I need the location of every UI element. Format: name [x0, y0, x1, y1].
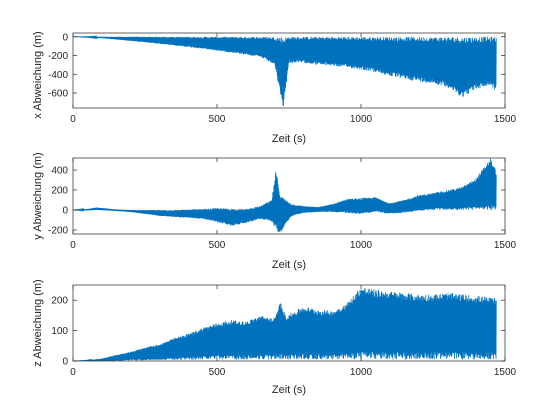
x-tick-label-x-3: 1500	[494, 114, 517, 125]
plot-area-z: 0 500 1000 1500 0 100 200	[51, 284, 517, 378]
y-tick-label-x-1: -200	[48, 51, 68, 62]
y-axis-label-2: y Abweichung (m)	[32, 152, 44, 239]
x-tick-label-x-1: 500	[209, 114, 226, 125]
x-tick-label-y-0: 0	[70, 240, 76, 251]
subplot-x-deviation: 0 500 1000 1500 0 -200 -400 -600 Zeit (s) x Abw…	[32, 31, 517, 145]
axes-box-y	[72, 157, 506, 235]
y-tick-label-y-0: 400	[51, 166, 68, 177]
x-tick-label-z-2: 1000	[350, 367, 373, 378]
y-tick-label-z-0: 0	[62, 357, 68, 368]
x-axis-label-2: Zeit (s)	[272, 259, 306, 271]
series-line-y-0	[73, 158, 497, 233]
x-axis-label-3: Zeit (s)	[272, 384, 306, 396]
x-tick-label-y-1: 500	[209, 240, 226, 251]
y-tick-label-y-2: 0	[62, 206, 68, 217]
y-tick-label-z-1: 100	[51, 326, 68, 337]
x-tick-label-y-3: 1500	[494, 240, 517, 251]
plot-area-x: 0 500 1000 1500 0 -200 -400 -600	[48, 32, 517, 125]
series-line-x-0	[73, 35, 497, 106]
x-tick-label-x-2: 1000	[350, 114, 373, 125]
x-tick-label-z-0: 0	[70, 367, 76, 378]
subplot-z-deviation: 0 500 1000 1500 0 100 200 Zeit (s) z Abweichun…	[32, 279, 517, 396]
x-tick-label-y-2: 1000	[350, 240, 373, 251]
x-axis-label-1: Zeit (s)	[272, 133, 306, 145]
y-tick-label-x-0: 0	[62, 32, 68, 43]
axes-box-z	[72, 284, 506, 362]
x-tick-label-z-3: 1500	[494, 367, 517, 378]
x-tick-label-z-1: 500	[209, 367, 226, 378]
y-tick-label-y-3: -200	[48, 226, 68, 237]
x-tick-label-x-0: 0	[70, 114, 76, 125]
y-axis-label-1: x Abweichung (m)	[32, 31, 44, 118]
y-tick-label-x-3: -600	[48, 89, 68, 100]
y-axis-label-3: z Abweichung (m)	[32, 279, 44, 366]
series-line-z-0	[73, 288, 497, 361]
axes-box-x	[72, 32, 506, 109]
y-tick-label-x-2: -400	[48, 70, 68, 81]
y-tick-label-z-2: 200	[51, 296, 68, 307]
y-tick-label-y-1: 200	[51, 186, 68, 197]
